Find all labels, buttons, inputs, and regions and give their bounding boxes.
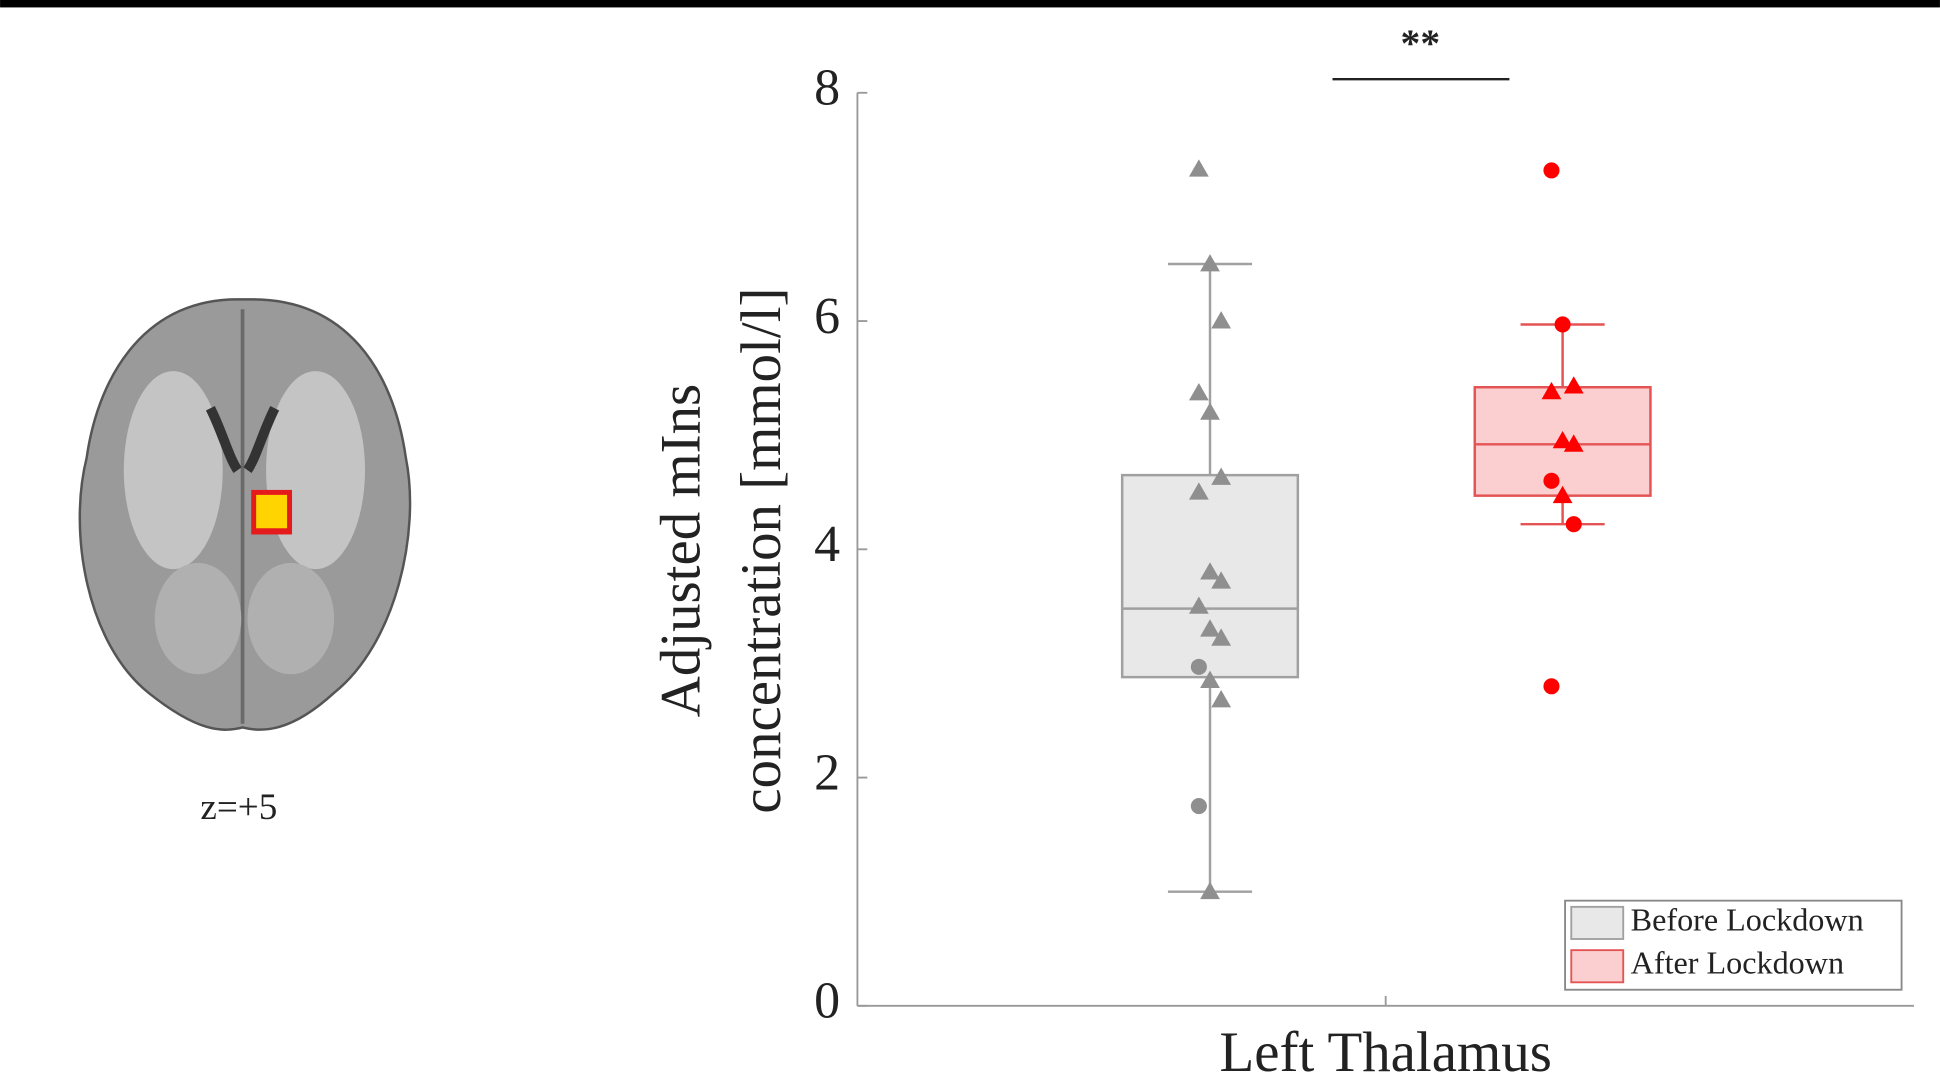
point [1543,473,1559,489]
top-bar [0,0,1940,7]
legend-label: Before Lockdown [1631,901,1864,937]
y-tick-label: 6 [814,288,840,345]
point [1211,311,1231,328]
point [1191,798,1207,814]
point [1564,376,1584,393]
legend-label: After Lockdown [1631,945,1844,981]
image-label: z=+5 [200,787,277,828]
annotation: ** [1401,21,1441,65]
page: z=+5 0 2 4 6 8 Left Thalamus Adjusted mIns conc… [0,0,1940,1085]
point [1211,690,1231,707]
chart: z=+5 0 2 4 6 8 Left Thalamus Adjusted mIns conc… [0,0,1940,1085]
point [1543,678,1559,694]
point [1191,659,1207,675]
y-tick-label: 8 [814,60,840,117]
x-tick-label: Left Thalamus [1220,1021,1552,1084]
point [1555,316,1571,332]
y-axis-label: Adjusted mIns [650,384,713,717]
legend-swatch [1571,950,1623,982]
legend: Before Lockdown After Lockdown [1565,901,1902,990]
y-tick-label: 4 [814,516,840,573]
point [1189,383,1209,400]
y-tick-label: 2 [814,744,840,801]
point [1566,516,1582,532]
brain-slice [80,299,410,729]
legend-swatch [1571,907,1623,939]
y-tick-label: 0 [814,973,840,1030]
point [1543,162,1559,178]
point [1189,159,1209,176]
point [1200,402,1220,419]
y-axis-label: concentration [mmol/l] [730,288,793,814]
